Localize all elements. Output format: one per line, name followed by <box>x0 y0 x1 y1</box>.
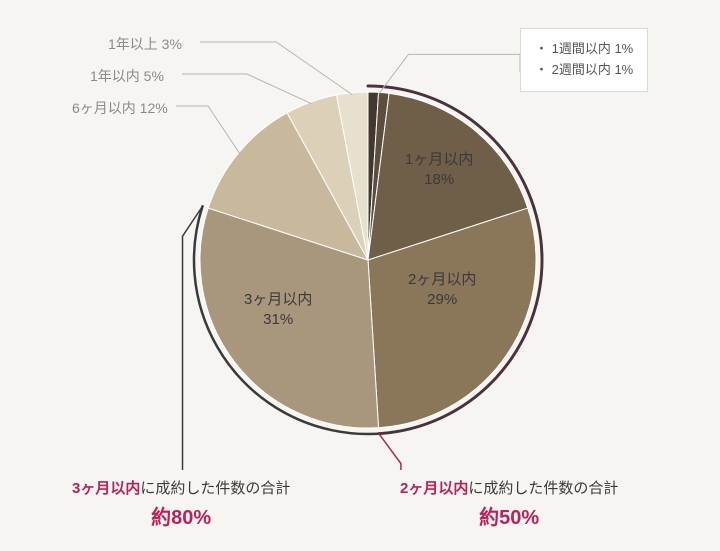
summary-2month-pct: 約50% <box>400 503 618 533</box>
callout-1year: 1年以内 5% <box>90 66 164 86</box>
summary-3month-tail: に成約した件数の合計 <box>140 480 290 497</box>
legend-item-2week: ・ 2週間以内 1% <box>535 60 633 81</box>
callout-6month: 6ヶ月以内 12% <box>72 98 168 118</box>
summary-3month: 3ヶ月以内に成約した件数の合計 約80% <box>72 478 290 533</box>
legend-box: ・ 1週間以内 1% ・ 2週間以内 1% <box>520 28 648 92</box>
legend-item-1week: ・ 1週間以内 1% <box>535 39 633 60</box>
summary-2month-highlight: 2ヶ月以内 <box>400 480 468 497</box>
summary-2month: 2ヶ月以内に成約した件数の合計 約50% <box>400 478 618 533</box>
slice-label-2month: 2ヶ月以内 29% <box>408 270 476 311</box>
slice-label-3month: 3ヶ月以内 31% <box>244 290 312 331</box>
callout-1year-plus: 1年以上 3% <box>108 34 182 54</box>
summary-3month-highlight: 3ヶ月以内 <box>72 480 140 497</box>
pie-chart-container: 1年以上 3% 1年以内 5% 6ヶ月以内 12% ・ 1週間以内 1% ・ 2… <box>0 0 720 551</box>
summary-3month-pct: 約80% <box>72 503 290 533</box>
summary-2month-tail: に成約した件数の合計 <box>468 480 618 497</box>
slice-label-1month: 1ヶ月以内 18% <box>405 150 473 191</box>
